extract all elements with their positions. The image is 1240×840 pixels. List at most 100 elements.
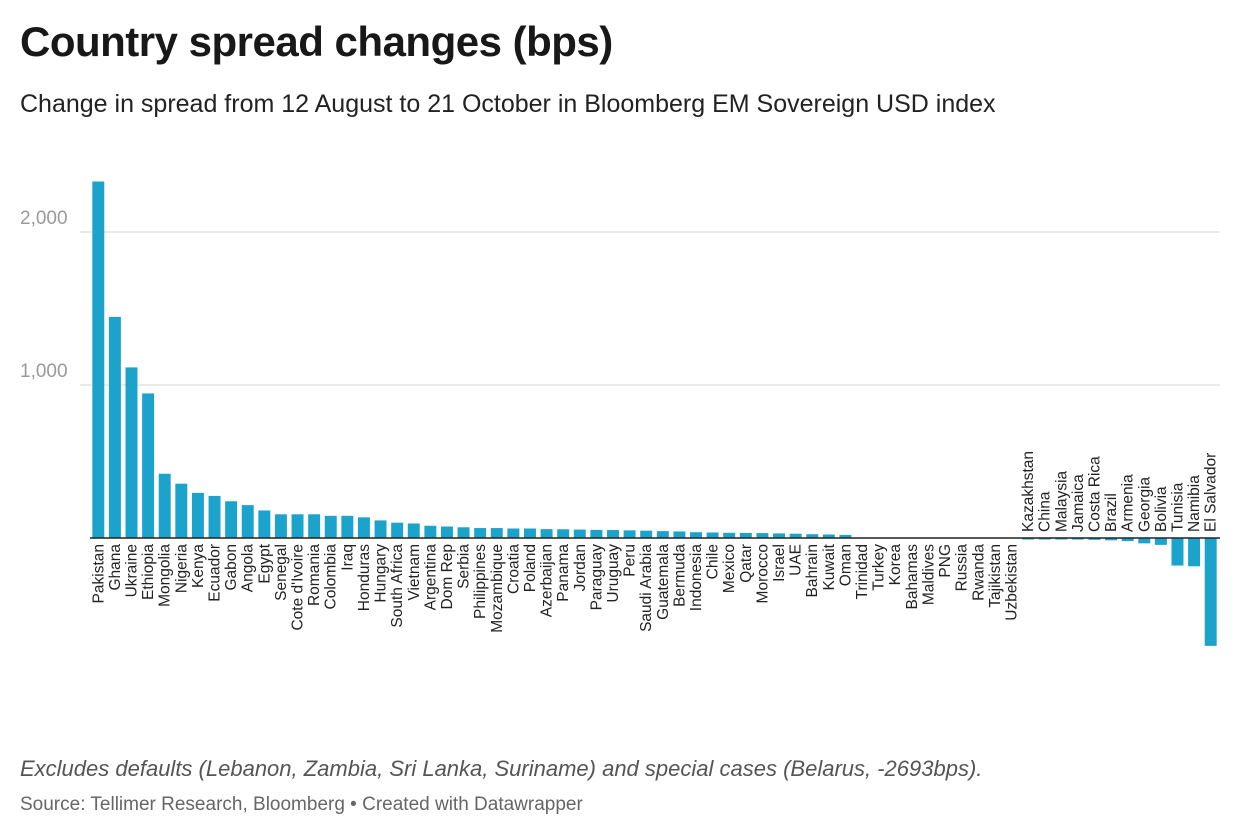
bar-romania [308,514,321,538]
category-label: Poland [522,544,539,592]
category-label: UAE [788,544,805,576]
bar-bermuda [673,531,686,538]
bar-uruguay [607,530,619,538]
category-label: Croatia [505,544,522,594]
bar-argentina [424,525,437,538]
category-labels: Pakistan Ghana Ukraine Ethiopia Mongolia Nige… [90,451,1219,633]
bar-dom-rep [440,526,453,538]
bar-israel [773,533,785,538]
bar-qatar [739,532,752,538]
category-label: Bolivia [1153,486,1170,532]
bar-saudi-arabia [640,530,653,538]
category-label: Brazil [1103,493,1120,532]
bar-ukraine [125,367,138,538]
bar-bahrain [806,534,819,538]
category-label: Senegal [273,544,290,601]
category-label: Nigeria [173,544,190,593]
bar-paraguay [590,529,603,538]
bar-croatia [507,528,520,538]
category-label: Ghana [107,544,124,591]
category-label: Colombia [323,544,340,610]
bar-kenya [191,492,204,538]
category-label: Dom Rep [439,544,456,609]
bar-bolivia [1154,538,1167,545]
gridlines: 1,000 2,000 [20,208,1220,386]
category-label: Mongolia [157,544,174,607]
bar-uae [789,533,802,538]
category-label: Philippines [472,544,489,619]
category-label: Bahamas [904,544,921,610]
category-label: Kenya [190,544,207,588]
category-label: Kazakhstan [1020,451,1037,532]
category-label: Georgia [1136,476,1153,532]
bar-oman [839,534,852,538]
category-label: Cote d'Ivoire [290,544,307,631]
category-label: Honduras [356,544,373,611]
bar-armenia [1121,538,1134,542]
category-label: Gabon [223,544,240,591]
bar-mexico [723,532,736,538]
bar-ecuador [208,495,221,538]
category-label: Maldives [920,544,937,605]
category-label: Jordan [572,544,589,591]
bar-serbia [457,527,470,538]
bar-philippines [474,528,487,538]
bar-south-africa [391,522,404,538]
bar-mongolia [158,473,171,538]
category-label: Panama [555,544,572,602]
category-label: Serbia [456,544,473,589]
bar-cote-d-ivoire [291,514,304,538]
category-label: Malaysia [1053,470,1070,532]
category-label: Pakistan [90,544,107,603]
bar-peru [623,530,636,538]
category-label: Ethiopia [140,544,157,600]
category-label: Bahrain [804,544,821,597]
bar-egypt [258,510,271,538]
bar-senegal [274,514,287,538]
category-label: Iraq [339,544,356,571]
bar-honduras [357,517,370,538]
bars [92,181,1217,646]
bar-namibia [1188,538,1201,567]
category-label: Paraguay [588,544,605,611]
bar-iraq [341,515,354,538]
bar-jordan [573,529,586,538]
category-label: Tunisia [1169,482,1186,532]
bar-pakistan [92,181,105,538]
bar-ethiopia [142,393,155,538]
bar-el-salvador [1204,538,1217,646]
category-label: Tajikistan [987,544,1004,608]
category-label: Armenia [1120,474,1137,532]
category-label: China [1037,491,1054,532]
chart-note: Excludes defaults (Lebanon, Zambia, Sri … [20,756,983,781]
bar-tunisia [1171,538,1184,566]
y-tick-label: 2,000 [20,208,68,229]
bar-nigeria [175,483,188,538]
category-label: Peru [622,544,639,577]
category-label: Romania [306,544,323,606]
category-label: Angola [240,544,257,593]
bar-hungary [374,520,387,538]
bar-costa-rica [1088,538,1101,540]
category-label: Mozambique [489,544,506,633]
category-label: Saudi Arabia [638,544,655,632]
bar-chile [706,532,719,538]
bar-jamaica [1071,538,1084,540]
chart-source: Source: Tellimer Research, Bloomberg • C… [20,794,583,815]
bar-gabon [225,501,238,538]
category-label: Rwanda [970,544,987,601]
category-label: Bermuda [671,544,688,607]
y-tick-label: 1,000 [20,361,68,382]
bar-mozambique [490,528,503,538]
bar-guatemala [656,531,669,538]
bar-indonesia [690,532,702,538]
bar-panama [557,529,570,538]
bar-ghana [108,316,121,538]
bar-azerbaijan [540,529,553,538]
bar-colombia [324,515,337,538]
bar-angola [241,505,254,538]
category-label: Hungary [373,544,390,603]
bar-kuwait [822,534,835,538]
category-label: Uruguay [605,544,622,603]
category-label: Trinidad [854,544,871,599]
